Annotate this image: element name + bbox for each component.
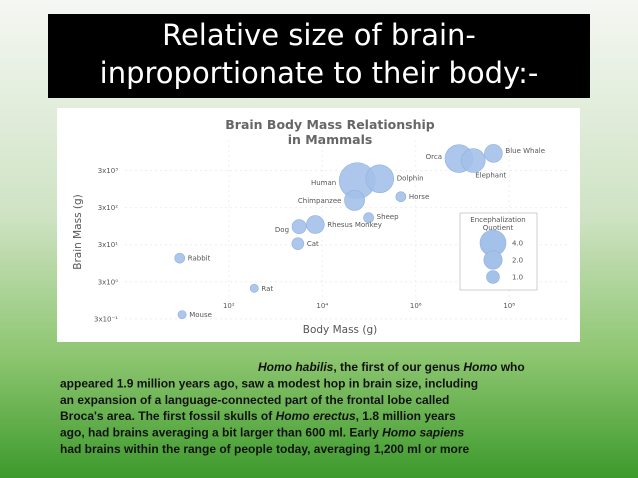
bubble	[484, 144, 503, 163]
legend-title: Encephalization	[470, 216, 525, 224]
bubble	[365, 164, 395, 194]
point-label: Chimpanzee	[298, 197, 342, 205]
caption-run: , the first of our genus	[333, 360, 463, 374]
slide-title: Relative size of brain-	[162, 18, 476, 52]
y-tick-label: 3x10⁰	[98, 278, 119, 286]
y-tick-label: 3x10¹	[98, 241, 119, 249]
x-axis-title: Body Mass (g)	[303, 324, 377, 336]
legend-bubble	[486, 270, 500, 284]
caption-run: Homo	[463, 360, 497, 374]
y-tick-label: 3x10³	[98, 167, 119, 175]
caption-run: Broca's area. The first fossil skulls of	[60, 409, 276, 423]
caption-line: an expansion of a language-connected par…	[60, 393, 449, 407]
x-tick-label: 10²	[223, 302, 235, 310]
bubble	[174, 252, 186, 264]
point-label: Elephant	[475, 171, 506, 179]
legend-label: 2.0	[512, 257, 523, 265]
point-label: Cat	[307, 240, 319, 248]
point-label: Rat	[261, 285, 273, 293]
legend-bubble	[483, 250, 503, 270]
caption-run: Homo habilis	[258, 360, 334, 374]
y-axis-title: Brain Mass (g)	[72, 194, 84, 270]
slide-title: inproportionate to their body:-	[100, 56, 539, 90]
caption-run: appeared 1.9 million years ago, saw a mo…	[60, 376, 478, 390]
x-tick-label: 10⁴	[316, 302, 328, 310]
bubble	[291, 237, 305, 250]
caption-line: appeared 1.9 million years ago, saw a mo…	[60, 376, 478, 390]
bubble	[249, 283, 259, 293]
caption-run: , 1.8 million years	[356, 409, 456, 423]
point-label: Human	[311, 179, 336, 187]
chart-title: in Mammals	[288, 132, 373, 147]
caption-run: ago, had brains averaging a bit larger t…	[60, 426, 382, 440]
point-label: Sheep	[377, 213, 399, 221]
bubble	[395, 191, 407, 203]
bubble	[291, 219, 307, 235]
y-tick-label: 3x10⁻¹	[94, 315, 118, 323]
caption-line: ago, had brains averaging a bit larger t…	[60, 426, 464, 440]
bubble	[344, 190, 365, 211]
legend-label: 4.0	[512, 240, 523, 248]
caption-run: Homo sapiens	[382, 426, 464, 440]
point-label: Orca	[426, 153, 442, 161]
point-label: Blue Whale	[505, 147, 545, 155]
point-label: Rhesus Monkey	[327, 221, 382, 229]
caption-line: had brains within the range of people to…	[60, 442, 470, 456]
y-tick-label: 3x10²	[98, 204, 119, 212]
caption-line: Homo habilis, the first of our genus Hom…	[258, 360, 525, 374]
x-tick-label: 10⁸	[503, 302, 515, 310]
bubble	[460, 148, 486, 173]
title-box	[48, 14, 590, 98]
caption-run: had brains within the range of people to…	[60, 442, 470, 456]
caption-run: who	[497, 360, 524, 374]
caption-line: Broca's area. The first fossil skulls of…	[60, 409, 456, 423]
caption-run: an expansion of a language-connected par…	[60, 393, 449, 407]
bubble	[306, 215, 325, 234]
bubble	[363, 212, 374, 224]
caption-run: Homo erectus	[276, 409, 356, 423]
chart-title: Brain Body Mass Relationship	[225, 117, 435, 132]
point-label: Rabbit	[188, 255, 211, 263]
x-tick-label: 10⁶	[410, 302, 422, 310]
point-label: Dolphin	[397, 174, 424, 182]
point-label: Horse	[409, 193, 429, 201]
bubble	[177, 310, 187, 320]
point-label: Mouse	[189, 311, 212, 319]
point-label: Dog	[275, 226, 289, 234]
legend-title: Quotient	[483, 224, 514, 232]
legend-label: 1.0	[512, 274, 523, 282]
